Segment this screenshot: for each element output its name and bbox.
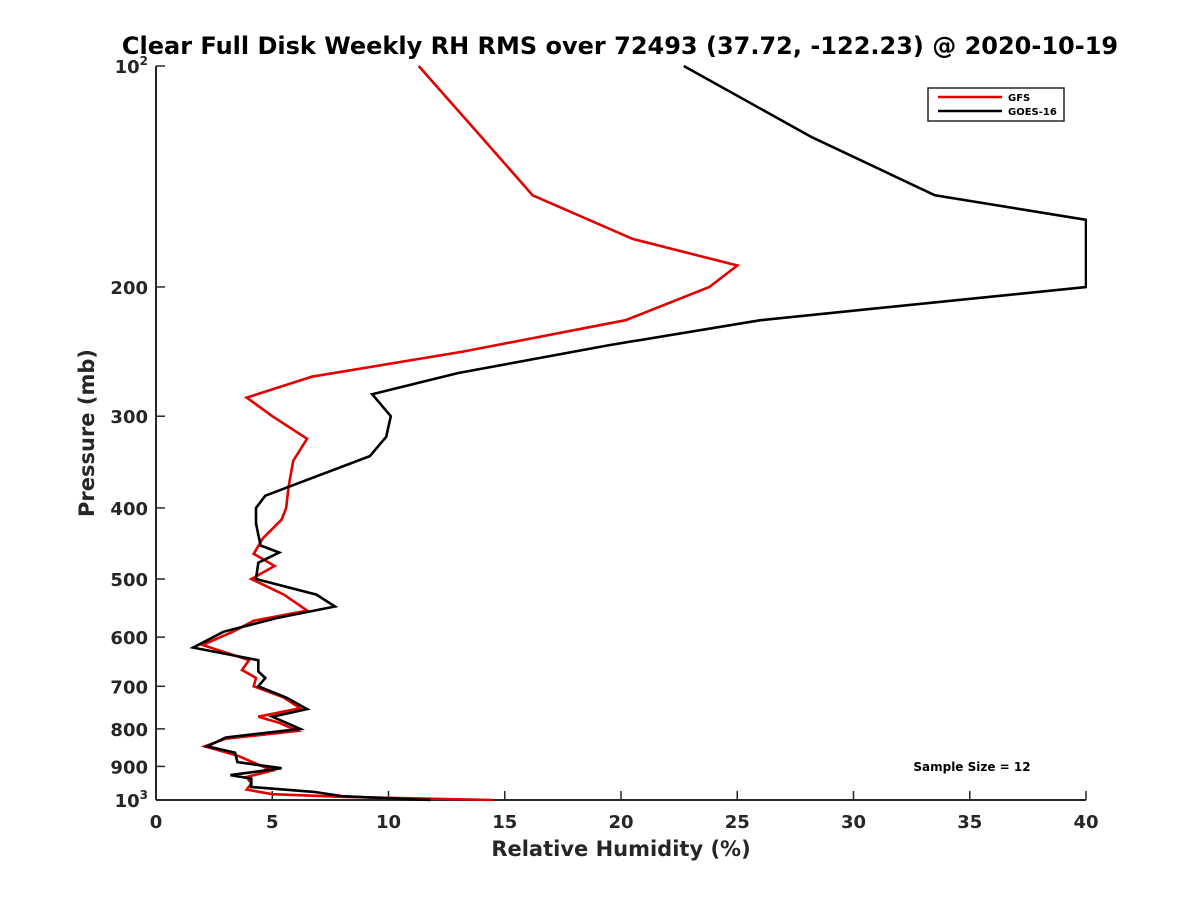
y-tick-label-300: 300: [110, 407, 148, 428]
x-tick-label-30: 30: [841, 812, 866, 833]
y-tick-label-600: 600: [110, 628, 148, 649]
sample-size-annotation: Sample Size = 12: [913, 760, 1030, 774]
legend: GFS GOES-16: [927, 87, 1065, 122]
x-tick-label-40: 40: [1073, 812, 1098, 833]
y-tick-label-100: 102: [115, 54, 148, 78]
x-tick-label-35: 35: [957, 812, 982, 833]
y-axis-label: Pressure (mb): [75, 349, 99, 517]
x-ticks: 0 5 10 15 20 25 30 35 40: [150, 791, 1099, 833]
y-tick-label-500: 500: [110, 570, 148, 591]
y-tick-label-200: 200: [110, 278, 148, 299]
x-tick-label-5: 5: [266, 812, 279, 833]
chart-title: Clear Full Disk Weekly RH RMS over 72493…: [122, 32, 1118, 60]
y-tick-label-1000: 103: [115, 788, 148, 812]
x-tick-label-0: 0: [150, 812, 163, 833]
x-tick-label-20: 20: [608, 812, 633, 833]
legend-label-gfs: GFS: [1008, 93, 1030, 104]
x-tick-label-10: 10: [376, 812, 401, 833]
y-ticks: 102 200 300 400 500 600 700 800 900 103: [110, 54, 165, 812]
legend-label-goes-16: GOES-16: [1008, 107, 1057, 118]
y-tick-label-800: 800: [110, 720, 148, 741]
x-axis-label: Relative Humidity (%): [491, 837, 750, 861]
y-tick-label-400: 400: [110, 499, 148, 520]
y-tick-label-700: 700: [110, 677, 148, 698]
series-group: [189, 64, 1087, 802]
y-tick-label-900: 900: [110, 757, 148, 778]
series-line-gfs: [198, 65, 741, 802]
x-tick-label-15: 15: [492, 812, 517, 833]
legend-box: [927, 87, 1065, 122]
series-line-goes-16: [189, 64, 1087, 802]
x-tick-label-25: 25: [725, 812, 750, 833]
